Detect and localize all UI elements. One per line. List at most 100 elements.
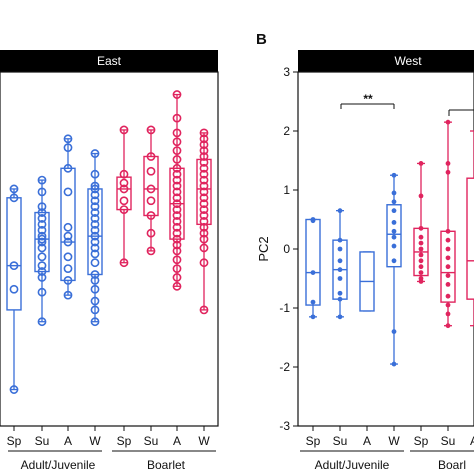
panel-west-title: West xyxy=(394,54,422,68)
box-adult-juvenile-sp xyxy=(305,217,321,320)
panel-east-frame xyxy=(0,71,219,427)
data-point xyxy=(199,175,209,185)
data-point xyxy=(391,172,397,178)
data-point xyxy=(199,258,209,268)
data-point xyxy=(90,305,100,315)
data-point xyxy=(445,169,451,175)
data-point xyxy=(90,270,100,279)
data-point xyxy=(445,228,451,234)
y-tick-label: -2 xyxy=(279,360,290,374)
x-tick-label: A xyxy=(64,434,72,448)
data-point xyxy=(310,299,316,305)
data-point xyxy=(172,128,182,138)
data-point xyxy=(337,258,343,264)
box-boarlet-sp xyxy=(116,125,132,268)
data-point xyxy=(90,184,100,194)
box-boarlet-w xyxy=(196,128,212,315)
data-point xyxy=(90,181,100,191)
data-point xyxy=(119,125,129,135)
x-tick-label: Su xyxy=(144,434,159,448)
data-point xyxy=(90,169,100,179)
data-point xyxy=(172,211,182,220)
data-point xyxy=(172,155,182,164)
data-point xyxy=(90,275,100,285)
data-point xyxy=(63,222,73,232)
panel-west-significance: ** xyxy=(340,92,474,116)
data-point xyxy=(37,317,47,327)
data-point xyxy=(199,243,209,253)
data-point xyxy=(37,231,47,241)
data-point xyxy=(37,202,47,212)
data-point xyxy=(199,193,209,203)
box-adult-juvenile-a xyxy=(60,134,76,300)
data-point xyxy=(445,282,451,287)
data-point xyxy=(146,246,156,256)
data-point xyxy=(37,225,47,235)
data-point xyxy=(37,267,47,276)
data-point xyxy=(199,211,209,220)
data-point xyxy=(310,218,316,224)
x-tick-label: W xyxy=(388,434,400,448)
box-boarlet-a xyxy=(169,90,185,291)
x-tick-label: A xyxy=(363,434,371,448)
data-point xyxy=(63,231,73,241)
data-point xyxy=(90,231,100,241)
data-point xyxy=(445,264,451,270)
data-point xyxy=(146,196,156,206)
significance-label: ** xyxy=(363,92,373,106)
data-point xyxy=(90,149,100,158)
data-point xyxy=(63,134,73,144)
data-point xyxy=(199,199,209,209)
x-tick-label: Sp xyxy=(7,434,22,448)
panel-west-y-ticks: -3 -2 -1 0 1 2 3 xyxy=(279,65,298,433)
data-point xyxy=(9,261,19,271)
panel-west-x-ticks: Sp Su A W Sp Su A xyxy=(306,426,474,448)
data-point xyxy=(337,276,343,281)
data-point xyxy=(199,181,209,191)
data-point xyxy=(391,329,397,334)
data-point xyxy=(119,258,129,268)
box-adult-juvenile-a xyxy=(359,251,375,312)
data-point xyxy=(146,152,156,161)
data-point xyxy=(199,140,209,150)
group-label-boarlet: Boarlet xyxy=(147,458,186,472)
data-point xyxy=(37,234,47,244)
data-point xyxy=(90,296,100,306)
panel-east-group-brackets: Adult/Juvenile Boarlet xyxy=(8,450,216,472)
data-point xyxy=(63,163,73,173)
data-point xyxy=(146,228,156,238)
x-tick-label: Sp xyxy=(306,434,321,448)
data-point xyxy=(199,163,209,173)
data-point xyxy=(337,267,343,273)
data-point xyxy=(199,205,209,214)
data-point xyxy=(337,237,343,243)
data-point xyxy=(445,119,451,125)
data-point xyxy=(391,220,397,225)
data-point xyxy=(391,234,397,240)
data-point xyxy=(445,293,451,299)
data-point xyxy=(418,193,424,199)
data-point xyxy=(172,205,182,214)
data-point xyxy=(418,225,424,231)
y-tick-label: 2 xyxy=(283,124,290,138)
data-point xyxy=(337,246,343,252)
data-point xyxy=(172,163,182,173)
panel-east-header xyxy=(0,50,218,72)
data-point xyxy=(418,234,424,240)
data-point xyxy=(172,137,182,147)
x-tick-label: Su xyxy=(35,434,50,448)
data-point xyxy=(418,240,424,246)
data-point xyxy=(199,222,209,232)
box-boarl-sp xyxy=(413,161,429,284)
data-point xyxy=(337,290,343,296)
data-point xyxy=(445,246,451,252)
panel-west-y-axis-label: PC2 xyxy=(256,236,271,261)
data-point xyxy=(90,249,100,259)
data-point xyxy=(9,385,19,394)
x-tick-label: Su xyxy=(441,434,456,448)
data-point xyxy=(9,193,19,203)
panel-east-boxes xyxy=(6,90,212,394)
data-point xyxy=(37,175,47,185)
data-point xyxy=(90,202,100,212)
